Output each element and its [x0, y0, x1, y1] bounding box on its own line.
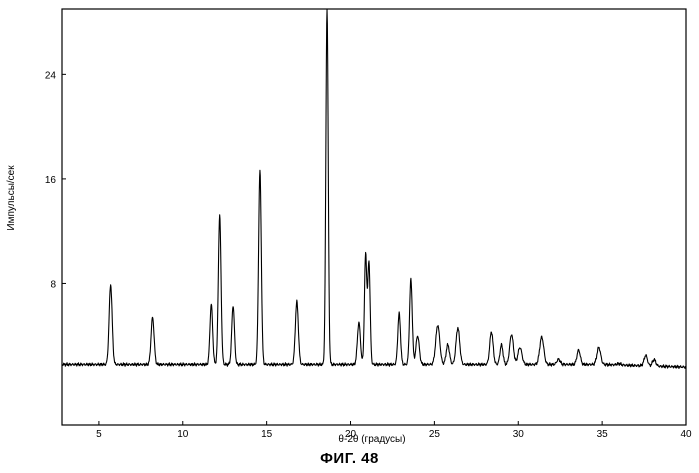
x-tick-label: 5	[96, 429, 102, 440]
series-pattern	[62, 9, 686, 368]
x-tick-label: 35	[597, 429, 609, 440]
x-tick-label: 40	[680, 429, 692, 440]
figure-caption: ФИГ. 48	[0, 450, 699, 467]
y-axis-title: Импульсы/сек	[6, 165, 17, 231]
x-tick-label: 15	[261, 429, 273, 440]
x-axis-title: θ-2θ (градусы)	[338, 434, 405, 445]
y-tick-label: 16	[45, 175, 57, 186]
x-tick-label: 25	[429, 429, 441, 440]
x-tick-label: 10	[177, 429, 189, 440]
y-tick-label: 24	[45, 70, 57, 81]
x-tick-label: 30	[513, 429, 525, 440]
xrd-pattern-line	[62, 9, 686, 368]
y-axis-ticks: 8 16 24	[45, 70, 66, 290]
y-tick-label: 8	[50, 279, 56, 290]
